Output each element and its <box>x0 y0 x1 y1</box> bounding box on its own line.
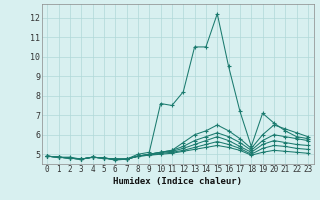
X-axis label: Humidex (Indice chaleur): Humidex (Indice chaleur) <box>113 177 242 186</box>
